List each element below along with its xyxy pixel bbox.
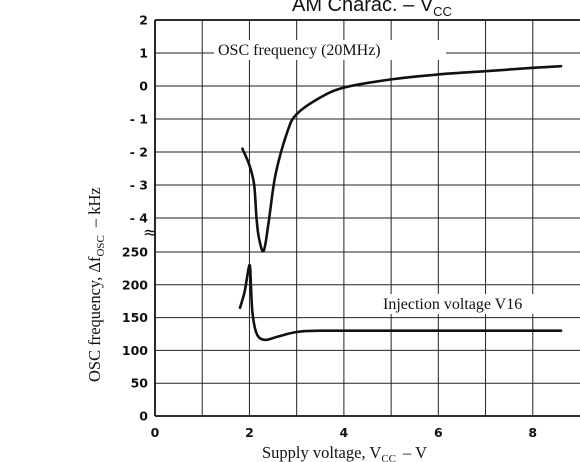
- y-tick-label: 200: [122, 277, 148, 292]
- axis-break-mark: ≈: [143, 223, 157, 243]
- y-tick-label: 100: [122, 343, 148, 358]
- x-tick-labels: 0 2 4 6 8: [151, 425, 537, 440]
- plot-frame: ≈: [143, 19, 580, 417]
- series-labels: OSC frequency (20MHz) Injection voltage V…: [214, 40, 576, 314]
- y-tick-label: 0: [139, 79, 148, 94]
- y-tick-label: 1: [139, 46, 148, 61]
- series-label-background: [214, 40, 446, 60]
- chart-title: AM Charac. – VCC: [292, 0, 452, 19]
- osc-frequency-label: OSC frequency (20MHz): [218, 42, 381, 59]
- y-tick-label: 250: [122, 245, 148, 260]
- y-tick-label: - 1: [130, 112, 148, 127]
- y-tick-label: 50: [131, 376, 149, 391]
- injection-voltage-label: Injection voltage V16: [383, 296, 522, 313]
- grid: [155, 20, 580, 416]
- y-tick-label: - 2: [130, 145, 148, 160]
- y-tick-label: - 3: [130, 178, 148, 193]
- x-tick-label: 8: [528, 425, 537, 440]
- osc-frequency-curve: [241, 64, 563, 253]
- y-tick-label: 150: [122, 310, 148, 325]
- x-axis-label: Supply voltage, VCC – V: [262, 443, 427, 462]
- y-tick-labels: 2 1 0 - 1 - 2 - 3 - 4 250 200 150 100 50 0: [122, 13, 148, 424]
- x-tick-label: 4: [340, 425, 349, 440]
- y-axis-label: OSC frequency, ΔfOSC– kHz: [85, 187, 107, 382]
- y-tick-label: - 4: [130, 211, 149, 226]
- series-curves: [238, 64, 563, 342]
- x-tick-label: 2: [245, 425, 254, 440]
- x-tick-label: 0: [151, 425, 160, 440]
- y-tick-label: 2: [139, 13, 148, 28]
- y-tick-label: 0: [139, 409, 148, 424]
- x-tick-label: 6: [434, 425, 443, 440]
- injection-voltage-curve: [238, 263, 563, 342]
- series-label-background: [379, 294, 576, 314]
